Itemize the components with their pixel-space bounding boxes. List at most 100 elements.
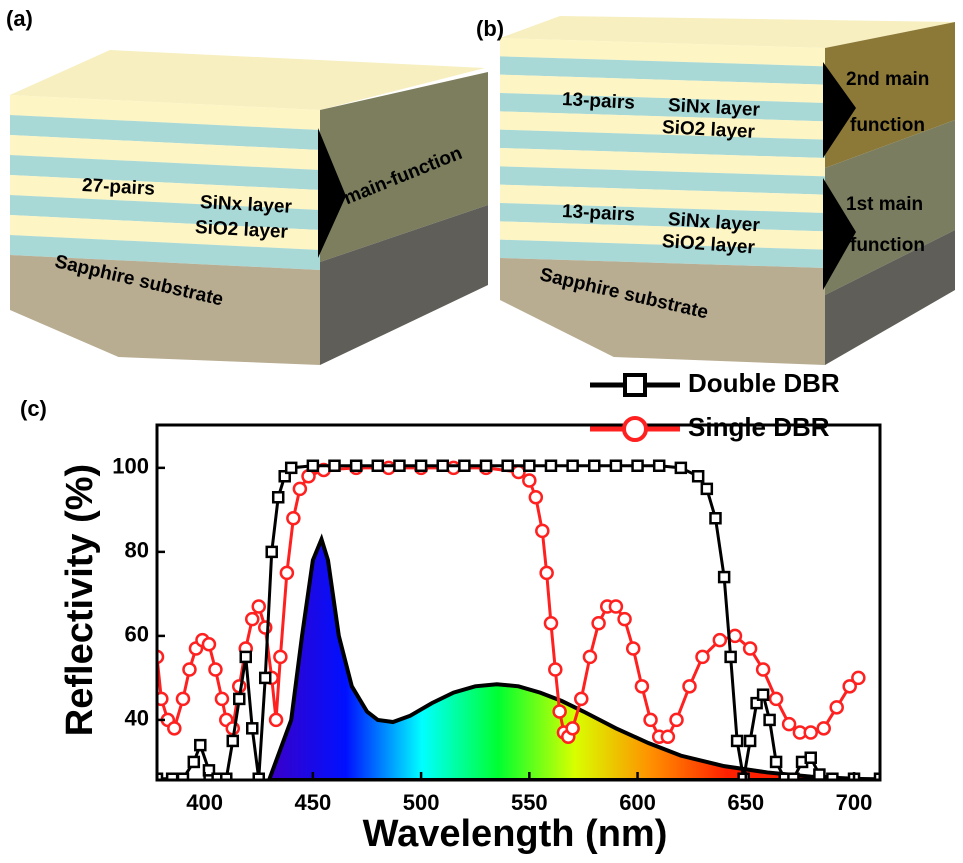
panel-label: (a): [6, 6, 33, 31]
marker: [286, 463, 296, 473]
marker: [676, 463, 686, 473]
marker: [584, 651, 596, 663]
y-tick-label: 40: [125, 706, 149, 731]
marker: [438, 461, 448, 471]
function-label: function: [850, 115, 925, 136]
marker: [765, 715, 775, 725]
marker: [805, 727, 817, 739]
marker: [281, 567, 293, 579]
marker: [745, 736, 755, 746]
marker: [287, 512, 299, 524]
pairs-label: 13-pairs: [561, 89, 635, 114]
marker: [253, 600, 265, 612]
marker: [168, 722, 180, 734]
x-axis-title: Wavelength (nm): [363, 813, 668, 855]
marker: [523, 474, 535, 486]
marker: [814, 770, 824, 780]
marker: [203, 638, 215, 650]
marker: [394, 461, 404, 471]
marker: [732, 736, 742, 746]
function-label: function: [850, 235, 925, 256]
marker: [448, 462, 460, 474]
marker: [216, 693, 228, 705]
legend-label: Single DBR: [688, 412, 830, 442]
marker: [481, 461, 491, 471]
marker: [177, 693, 189, 705]
marker: [267, 547, 277, 557]
marker: [308, 461, 318, 471]
marker: [195, 740, 205, 750]
marker: [852, 672, 864, 684]
x-tick-label: 600: [619, 790, 656, 815]
marker: [783, 718, 795, 730]
marker: [303, 470, 315, 482]
pairs-label: 13-pairs: [561, 201, 635, 226]
legend-marker: [625, 375, 645, 395]
marker: [274, 651, 286, 663]
marker: [693, 471, 703, 481]
marker: [726, 652, 736, 662]
marker: [610, 600, 622, 612]
marker: [593, 617, 605, 629]
y-tick-label: 100: [112, 454, 149, 479]
marker: [619, 613, 631, 625]
marker: [554, 706, 566, 718]
marker: [684, 680, 696, 692]
marker: [744, 643, 756, 655]
marker: [545, 617, 557, 629]
marker: [719, 572, 729, 582]
marker: [568, 461, 578, 471]
marker: [270, 714, 282, 726]
marker: [541, 567, 553, 579]
marker: [645, 714, 657, 726]
marker: [818, 722, 830, 734]
legend-label: Double DBR: [688, 368, 840, 398]
marker: [770, 693, 782, 705]
marker: [806, 753, 816, 763]
marker: [234, 694, 244, 704]
marker: [714, 634, 726, 646]
y-axis-title: Reflectivity (%): [59, 464, 101, 736]
marker: [710, 513, 720, 523]
marker: [831, 701, 843, 713]
marker: [503, 461, 513, 471]
series-group: [151, 461, 885, 784]
marker: [383, 462, 395, 474]
marker: [513, 466, 525, 478]
y-tick-label: 60: [125, 622, 149, 647]
x-tick-label: 550: [511, 790, 548, 815]
function-label: 2nd main: [846, 69, 929, 90]
legend-marker: [624, 418, 646, 440]
marker: [351, 461, 361, 471]
marker: [567, 722, 579, 734]
y-tick-label: 80: [125, 538, 149, 563]
marker: [633, 461, 643, 471]
marker: [189, 757, 199, 767]
x-tick-label: 700: [836, 790, 873, 815]
marker: [771, 757, 781, 767]
marker: [589, 461, 599, 471]
marker: [662, 731, 674, 743]
marker: [654, 461, 664, 471]
marker: [549, 664, 561, 676]
x-tick-label: 450: [294, 790, 331, 815]
pairs-label: 27-pairs: [81, 175, 155, 200]
marker: [183, 664, 195, 676]
marker: [373, 461, 383, 471]
marker: [627, 643, 639, 655]
marker: [330, 461, 340, 471]
x-tick-label: 400: [186, 790, 223, 815]
marker: [696, 651, 708, 663]
marker: [260, 673, 270, 683]
marker: [524, 461, 534, 471]
marker: [241, 652, 251, 662]
panel-label: (c): [20, 396, 47, 421]
figure: (a) 27-pairs SiNx layer SiO2 layer main-…: [0, 0, 963, 863]
marker: [228, 736, 238, 746]
marker: [459, 461, 469, 471]
marker: [294, 483, 306, 495]
marker: [530, 491, 542, 503]
marker: [671, 714, 683, 726]
marker: [546, 461, 556, 471]
